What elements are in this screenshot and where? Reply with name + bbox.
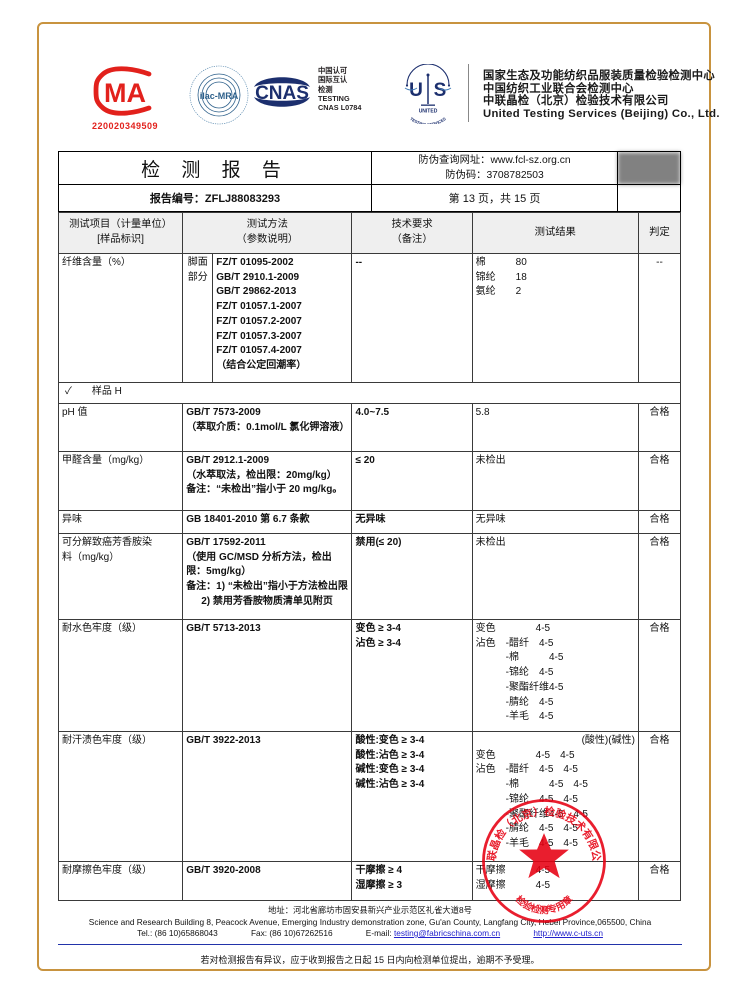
svg-text:ilac-MRA: ilac-MRA <box>200 91 239 101</box>
svg-text:CNAS: CNAS <box>255 83 309 104</box>
svg-text:UNITED: UNITED <box>419 109 438 115</box>
svg-text:（02）: （02） <box>533 904 556 913</box>
svg-text:TESTING SERVICES: TESTING SERVICES <box>409 116 447 124</box>
svg-text:S: S <box>434 80 447 101</box>
svg-text:MA: MA <box>104 78 146 108</box>
